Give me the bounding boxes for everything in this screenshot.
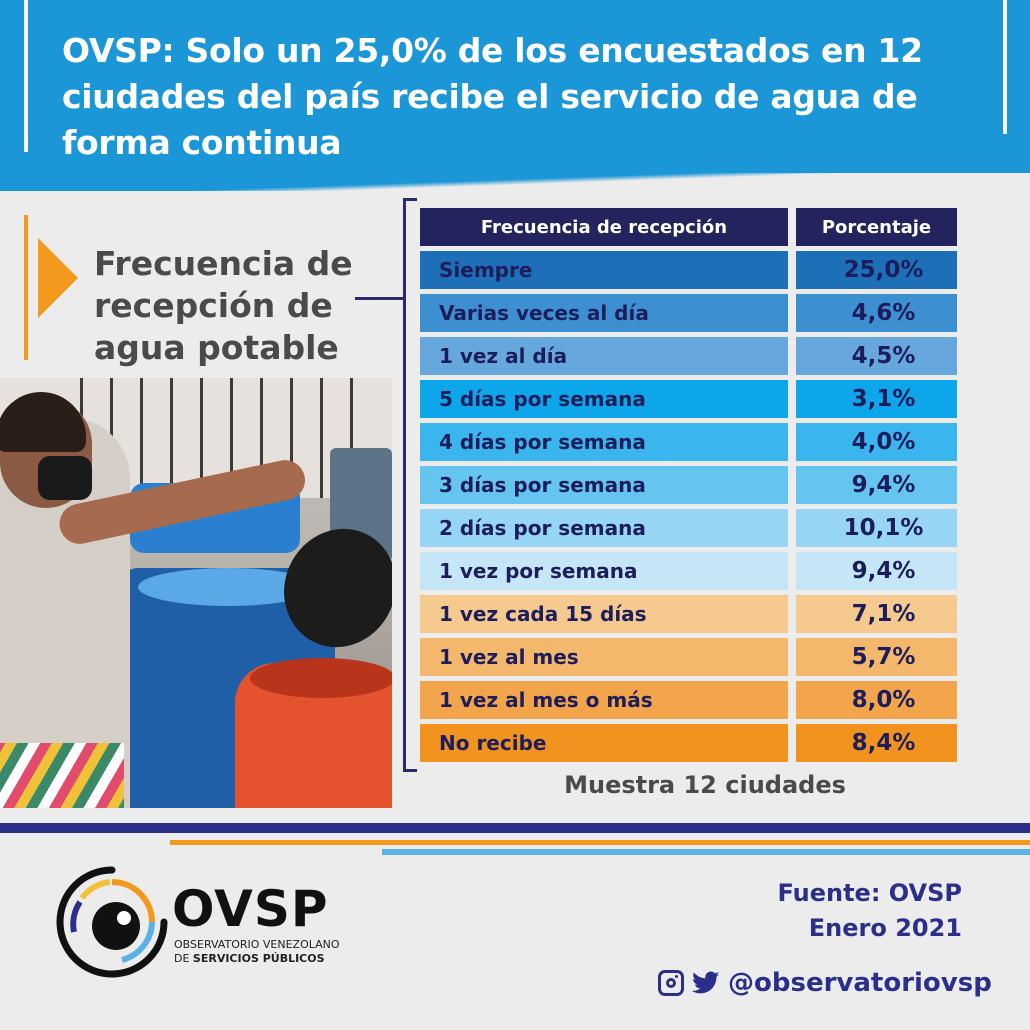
social-handle-block: @observatoriovsp: [658, 968, 992, 998]
row-value: 4,0%: [796, 423, 957, 461]
row-value: 7,1%: [796, 595, 957, 633]
row-label: No recibe: [420, 724, 788, 762]
divider-blue: [382, 849, 1030, 855]
row-value: 4,5%: [796, 337, 957, 375]
row-value: 25,0%: [796, 251, 957, 289]
row-value: 9,4%: [796, 552, 957, 590]
row-label: 2 días por semana: [420, 509, 788, 547]
row-label: 1 vez por semana: [420, 552, 788, 590]
row-label: 1 vez al día: [420, 337, 788, 375]
subtitle-accent-bar: [24, 215, 28, 360]
row-label: 1 vez al mes o más: [420, 681, 788, 719]
logo-subtitle-bold: SERVICIOS PÚBLICOS: [192, 952, 325, 965]
section-subtitle: Frecuencia de recepción de agua potable: [94, 244, 353, 367]
header-banner: OVSP: Solo un 25,0% de los encuestados e…: [0, 0, 1030, 191]
row-label: Siempre: [420, 251, 788, 289]
social-handle[interactable]: @observatoriovsp: [728, 968, 992, 998]
divider-orange: [170, 840, 1030, 845]
source-block: Fuente: OVSP Enero 2021: [700, 876, 962, 946]
sample-note: Muestra 12 ciudades: [564, 771, 846, 799]
row-label: Varias veces al día: [420, 294, 788, 332]
column-header-frequency: Frecuencia de recepción: [420, 208, 788, 246]
column-header-percentage: Porcentaje: [796, 208, 957, 246]
row-value: 10,1%: [796, 509, 957, 547]
photo-woman-water-barrels: [0, 378, 392, 808]
page-title: OVSP: Solo un 25,0% de los encuestados e…: [62, 31, 923, 162]
row-value: 3,1%: [796, 380, 957, 418]
arrow-right-icon: [38, 238, 78, 318]
row-label: 4 días por semana: [420, 423, 788, 461]
header-right-bar: [1003, 0, 1007, 134]
row-value: 4,6%: [796, 294, 957, 332]
divider-navy: [0, 823, 1030, 833]
row-value: 9,4%: [796, 466, 957, 504]
ovsp-eye-logo-icon: [56, 866, 168, 978]
connector-line: [355, 297, 403, 300]
row-label: 1 vez cada 15 días: [420, 595, 788, 633]
twitter-icon[interactable]: [692, 971, 720, 995]
row-label: 5 días por semana: [420, 380, 788, 418]
logo-wordmark: OVSP: [172, 880, 329, 938]
row-label: 3 días por semana: [420, 466, 788, 504]
source-text: Fuente: OVSP: [777, 879, 962, 907]
logo-subtitle-line2: DE SERVICIOS PÚBLICOS: [174, 952, 325, 965]
logo-subtitle-prefix: DE: [174, 952, 193, 965]
row-label: 1 vez al mes: [420, 638, 788, 676]
row-value: 5,7%: [796, 638, 957, 676]
header-left-bar: [24, 0, 28, 152]
row-value: 8,0%: [796, 681, 957, 719]
row-value: 8,4%: [796, 724, 957, 762]
table-bracket: [403, 198, 417, 772]
instagram-icon[interactable]: [658, 970, 684, 996]
source-date: Enero 2021: [808, 914, 962, 942]
logo-subtitle-line1: OBSERVATORIO VENEZOLANO: [174, 938, 340, 951]
